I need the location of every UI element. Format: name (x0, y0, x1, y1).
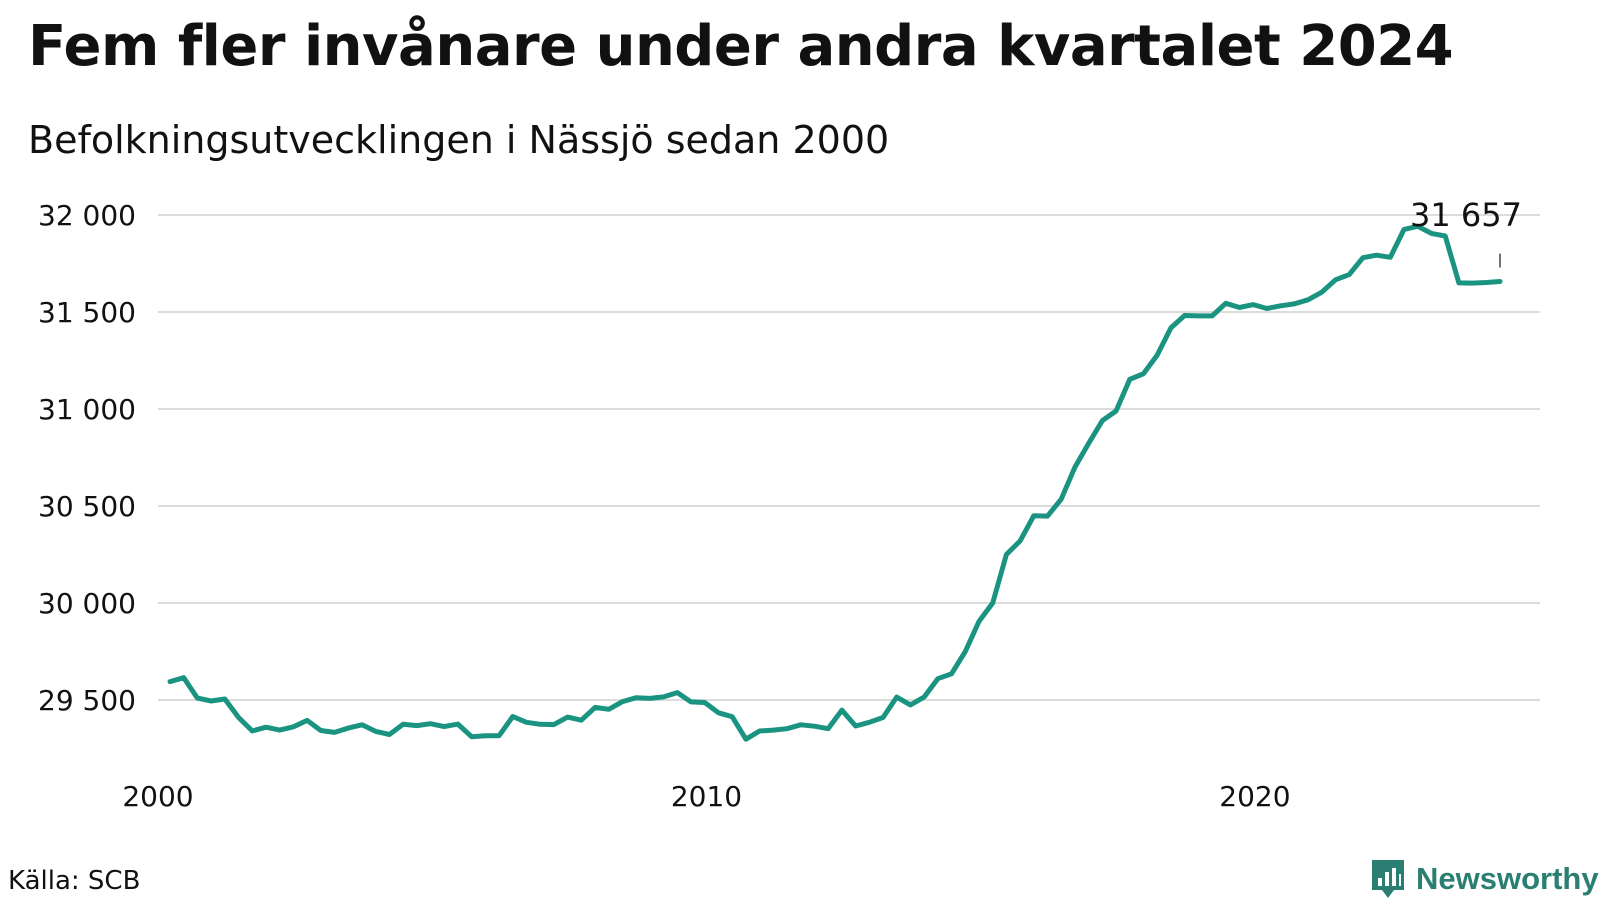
y-tick-label: 29 500 (38, 684, 136, 717)
source-note: Källa: SCB (8, 866, 141, 896)
series-line (167, 223, 1503, 742)
y-tick-label: 31 000 (38, 393, 136, 426)
x-tick-label: 2000 (122, 780, 193, 813)
bar-chart-icon (1372, 860, 1404, 898)
chart-title: Fem fler invånare under andra kvartalet … (28, 14, 1454, 79)
x-tick-label: 2010 (671, 780, 742, 813)
chart-subtitle: Befolkningsutvecklingen i Nässjö sedan 2… (28, 118, 890, 162)
annotation-label: 31 657 (1410, 196, 1522, 234)
y-tick-label: 31 500 (38, 296, 136, 329)
y-tick-label: 30 500 (38, 490, 136, 523)
x-tick-label: 2020 (1219, 780, 1290, 813)
y-tick-label: 30 000 (38, 587, 136, 620)
brand-name: Newsworthy (1416, 861, 1599, 896)
y-tick-label: 32 000 (38, 199, 136, 232)
brand: Newsworthy (1370, 858, 1599, 900)
